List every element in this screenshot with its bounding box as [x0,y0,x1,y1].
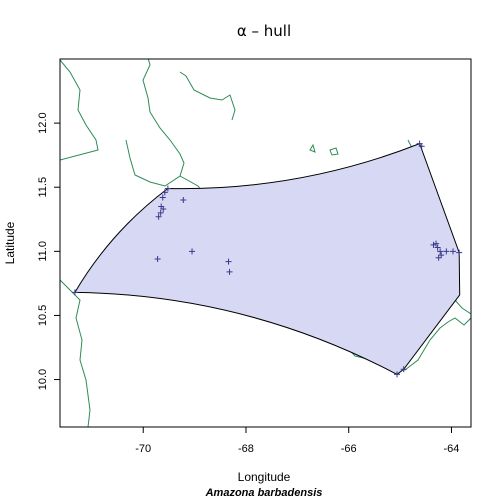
occurrence-point [155,213,162,220]
y-axis-title: Latitude [3,221,17,264]
occurrence-point [433,240,440,247]
occurrence-point [226,268,233,275]
x-axis-title: Longitude [238,470,291,484]
island-small-2 [309,143,316,153]
occurrence-point [443,248,450,255]
island-small-3 [329,147,339,156]
occurrence-point [400,366,407,373]
y-tick-label: 11.5 [37,177,49,198]
occurrence-points [71,140,463,378]
y-tick-label: 10.0 [37,369,49,390]
coastline-west [60,59,99,161]
y-tick-label: 10.5 [37,305,49,326]
y-tick-label: 12.0 [37,112,49,133]
alpha-hull-polygon [74,142,461,376]
occurrence-point [430,241,437,248]
occurrence-point [157,209,164,216]
occurrence-point [189,248,196,255]
occurrence-point [71,289,78,296]
map-layer [60,59,471,427]
occurrence-point [180,197,187,204]
chart-title: α – hull [237,22,291,40]
coastline-gulf [60,279,91,427]
occurrence-point [437,248,444,255]
occurrence-point [435,254,442,261]
coastline-north [179,71,236,121]
occurrence-point [438,252,445,259]
occurrence-point [225,258,232,265]
coastline-paraguana [125,59,185,187]
plot-frame [59,58,472,428]
y-tick-label: 11.0 [37,241,49,262]
occurrence-point [160,206,167,213]
occurrence-point [418,143,425,150]
x-tick-label: -70 [135,443,151,455]
occurrence-point [159,194,166,201]
occurrence-point [161,189,168,196]
x-tick-label: -68 [238,443,254,455]
occurrence-point [450,248,457,255]
occurrence-point [394,371,401,378]
occurrence-point [434,244,441,251]
occurrence-point [154,256,161,263]
x-axis: -70 -68 -66 -64 [135,427,459,455]
species-label: Amazona barbadensis [205,487,323,499]
y-axis: 10.0 10.5 11.0 11.5 12.0 [37,112,60,390]
x-tick-label: -64 [444,443,460,455]
occurrence-point [456,249,463,256]
occurrence-point [164,185,171,192]
x-tick-label: -66 [341,443,357,455]
